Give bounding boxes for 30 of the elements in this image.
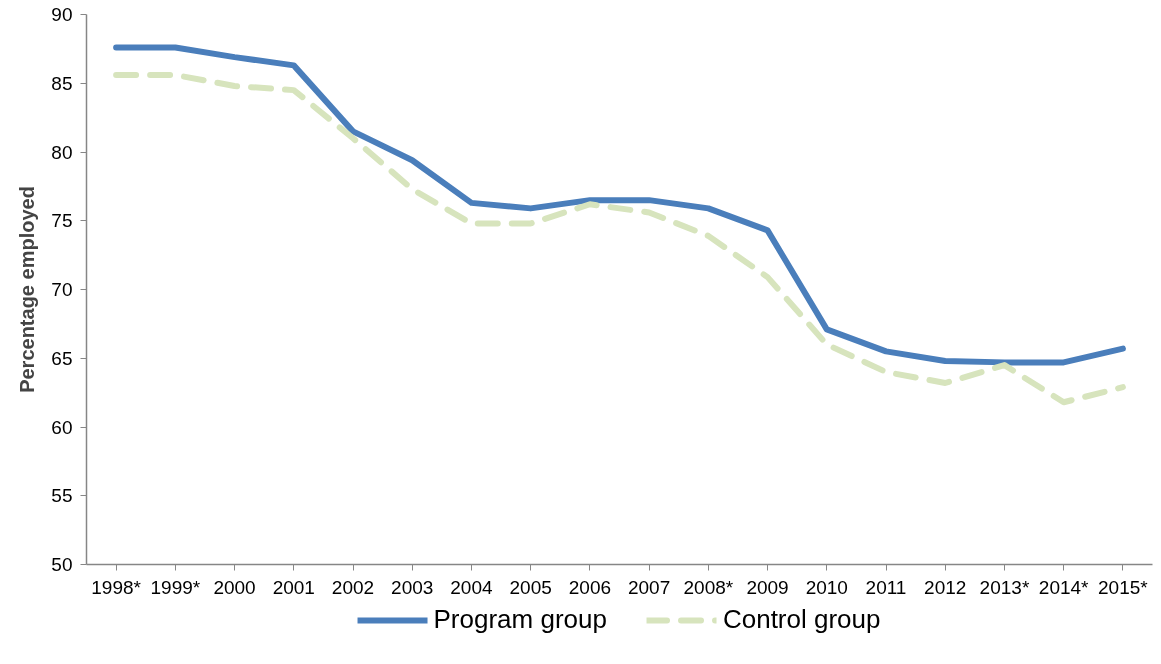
- x-tick-label: 1998*: [91, 576, 142, 598]
- x-tick-label: 1999*: [150, 576, 201, 598]
- x-tick-label: 2008*: [683, 576, 734, 598]
- y-tick-label: 75: [51, 210, 73, 232]
- y-tick-label: 85: [51, 72, 73, 94]
- y-tick-label: 80: [51, 141, 73, 163]
- y-tick-label: 90: [51, 4, 73, 25]
- y-tick-label: 70: [51, 279, 73, 300]
- x-tick-label: 2003: [391, 576, 434, 598]
- x-tick-label: 2006: [568, 576, 612, 598]
- legend-label: Control group: [722, 604, 881, 635]
- y-tick-label: 55: [51, 485, 73, 507]
- x-tick-label: 2000: [213, 576, 256, 598]
- x-tick-label: 2001: [272, 576, 315, 598]
- x-tick-label: 2004: [450, 576, 494, 598]
- x-tick-label: 2015*: [1098, 576, 1149, 598]
- y-tick-label: 50: [51, 554, 73, 575]
- y-axis-title: Percentage employed: [16, 186, 39, 393]
- x-tick-label: 2012: [924, 576, 967, 598]
- x-tick-label: 2007: [627, 576, 671, 598]
- x-tick-label: 2009: [746, 576, 789, 598]
- x-tick-label: 2010: [805, 576, 848, 598]
- legend-label: Program group: [433, 604, 607, 635]
- x-tick-label: 2005: [509, 576, 552, 598]
- x-tick-label: 2014*: [1038, 576, 1090, 598]
- y-tick-label: 60: [51, 416, 73, 438]
- x-tick-label: 2002: [331, 576, 375, 598]
- y-tick-label: 65: [51, 347, 73, 369]
- x-tick-label: 2011: [865, 576, 907, 598]
- x-tick-label: 2013*: [979, 576, 1030, 598]
